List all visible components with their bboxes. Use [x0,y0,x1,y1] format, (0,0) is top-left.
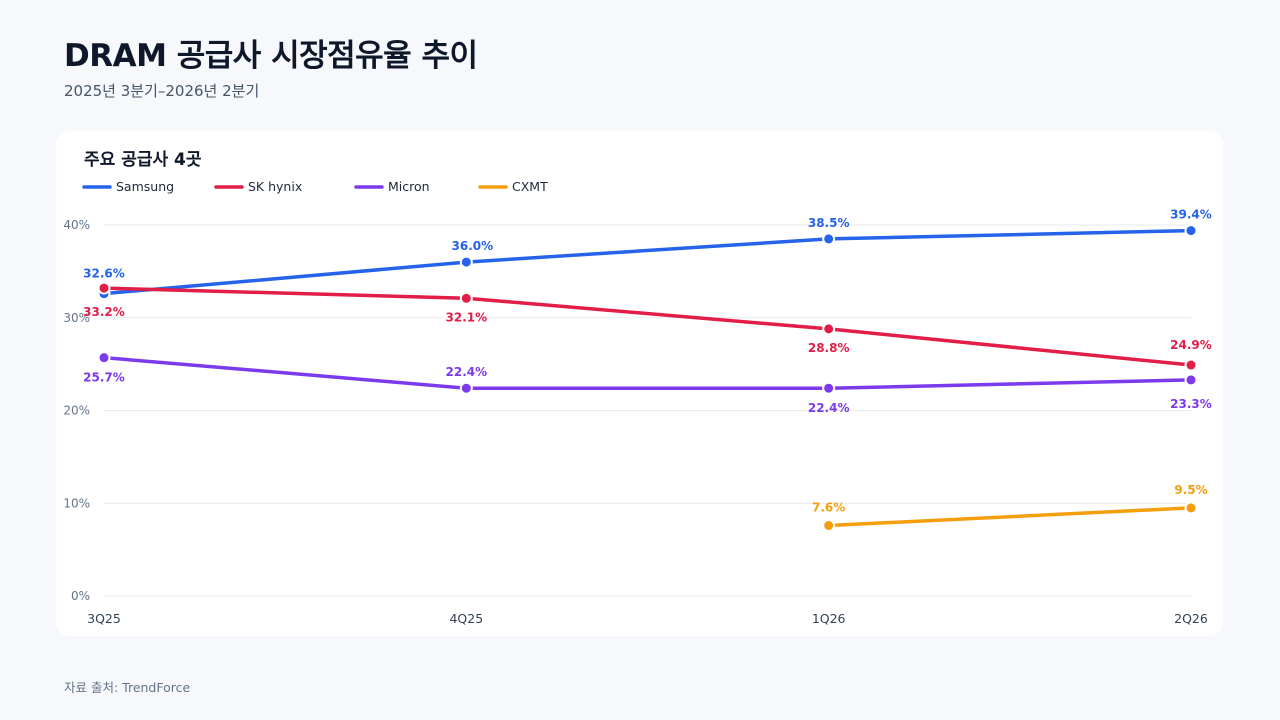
gridlines [104,224,1191,597]
legend: Samsung SK hynix Micron CXMT [82,179,548,194]
legend-item: Micron [354,179,430,194]
x-tick-label: 1Q26 [812,611,846,626]
series-line [102,228,1193,296]
data-label: 28.8% [808,341,850,355]
line-chart: 주요 공급사 4곳 Samsung SK hynix Micron CXMT 0% 10… [63,150,1212,626]
legend-label: CXMT [512,179,548,194]
y-tick-label: 20% [63,404,90,418]
data-point [1184,373,1198,387]
data-label: 9.5% [1174,483,1207,497]
series-line [102,286,1193,367]
chart-card: 주요 공급사 4곳 Samsung SK hynix Micron CXMT 0% 10… [56,131,1223,636]
series-points [97,224,1198,533]
data-point [459,381,473,395]
series-line [102,355,1193,390]
data-point [459,255,473,269]
legend-label: SK hynix [248,179,302,194]
data-point [1184,501,1198,515]
page-subtitle: 2025년 3분기–2026년 2분기 [64,82,260,100]
data-point [822,519,836,533]
data-point [459,291,473,305]
legend-item: CXMT [478,179,548,194]
data-label: 36.0% [452,239,494,253]
data-label: 7.6% [812,501,845,515]
data-label: 23.3% [1170,397,1212,411]
data-label: 39.4% [1170,208,1212,222]
data-point [822,381,836,395]
source-note: 자료 출처: TrendForce [64,680,191,695]
legend-label: Samsung [116,179,174,194]
legend-item: SK hynix [214,179,302,194]
data-label: 33.2% [83,305,125,319]
data-point [97,351,111,365]
data-label: 32.6% [83,267,125,281]
data-labels: 32.6% 36.0% 38.5% 39.4% 33.2% 32.1% 28.8% 24.9%… [83,208,1212,515]
data-label: 25.7% [83,371,125,385]
legend-item: Samsung [82,179,174,194]
y-axis: 0% 10% 20% 30% 40% [63,218,90,603]
y-tick-label: 10% [63,496,90,510]
series-lines [102,228,1193,528]
x-tick-label: 2Q26 [1174,611,1208,626]
y-tick-label: 40% [63,218,90,232]
data-label: 22.4% [446,365,488,379]
data-label: 32.1% [446,310,488,324]
data-point [822,232,836,246]
x-axis: 3Q25 4Q25 1Q26 2Q26 [87,611,1208,626]
data-point [1184,358,1198,372]
data-point [822,322,836,336]
y-tick-label: 0% [71,589,90,603]
chart-title: 주요 공급사 4곳 [84,150,202,170]
page-title: DRAM 공급사 시장점유율 추이 [64,38,478,74]
data-label: 38.5% [808,216,850,230]
data-label: 24.9% [1170,338,1212,352]
data-label: 22.4% [808,401,850,415]
x-tick-label: 3Q25 [87,611,121,626]
x-tick-label: 4Q25 [449,611,483,626]
data-point [1184,224,1198,238]
data-point [97,281,111,295]
legend-label: Micron [388,179,430,194]
series-line [826,506,1193,528]
y-tick-label: 30% [63,311,90,325]
